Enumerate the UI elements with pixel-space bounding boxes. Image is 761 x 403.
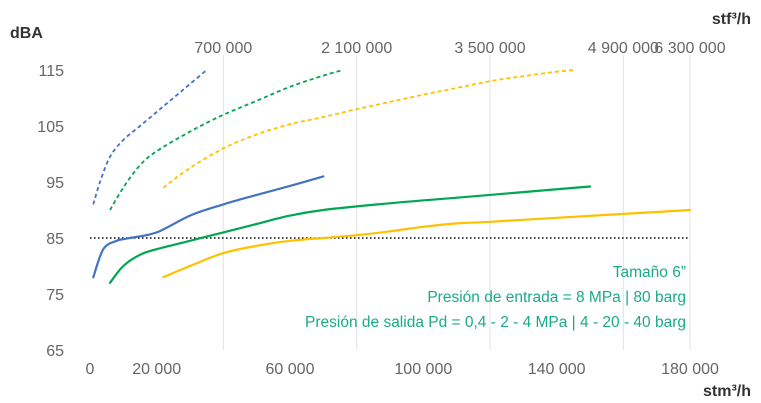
x-tick-labels: 0 20 000 60 000 100 000 140 000 180 000 (86, 361, 719, 378)
y-tick-label-3: 95 (46, 175, 64, 192)
grid-lines (222, 55, 691, 350)
y-tick-label-4: 105 (37, 119, 64, 136)
x-tick-label-0: 0 (86, 361, 95, 378)
y-tick-label-0: 65 (46, 343, 64, 360)
series-line-5 (162, 208, 692, 279)
annotation-inlet-pressure: Presión de entrada = 8 MPa | 80 barg (427, 289, 686, 306)
x-tick-label-1: 20 000 (132, 361, 181, 378)
x2-tick-label-0: 700 000 (194, 40, 252, 57)
series-line-1 (92, 175, 325, 279)
y-tick-label-5: 115 (38, 63, 64, 80)
x2-tick-label-3: 4 900 000 (588, 40, 659, 57)
y-tick-label-2: 85 (46, 231, 64, 248)
y-axis-title: dBA (10, 25, 43, 42)
x-tick-label-4: 140 000 (528, 361, 586, 378)
series-group (92, 69, 692, 284)
series-line-0 (92, 69, 208, 205)
x-axis-title: stm³/h (703, 383, 751, 400)
x2-tick-label-4: 6 300 000 (654, 40, 725, 57)
series-line-3 (108, 185, 592, 284)
x-tick-label-3: 100 000 (394, 361, 452, 378)
x2-tick-label-2: 3 500 000 (454, 40, 525, 57)
x-tick-label-2: 60 000 (266, 361, 315, 378)
series-line-4 (162, 69, 574, 189)
annotation-outlet-pressure: Presión de salida Pd = 0,4 - 2 - 4 MPa |… (305, 314, 686, 331)
y-tick-label-1: 75 (46, 287, 64, 304)
x-tick-label-5: 180 000 (661, 361, 719, 378)
x2-axis-title: stf³/h (712, 11, 751, 28)
x2-tick-label-1: 2 100 000 (321, 40, 392, 57)
series-line-2 (109, 69, 344, 211)
annotation-size: Tamaño 6” (613, 264, 686, 281)
y-tick-labels: 65 75 85 95 105 115 (37, 63, 64, 360)
